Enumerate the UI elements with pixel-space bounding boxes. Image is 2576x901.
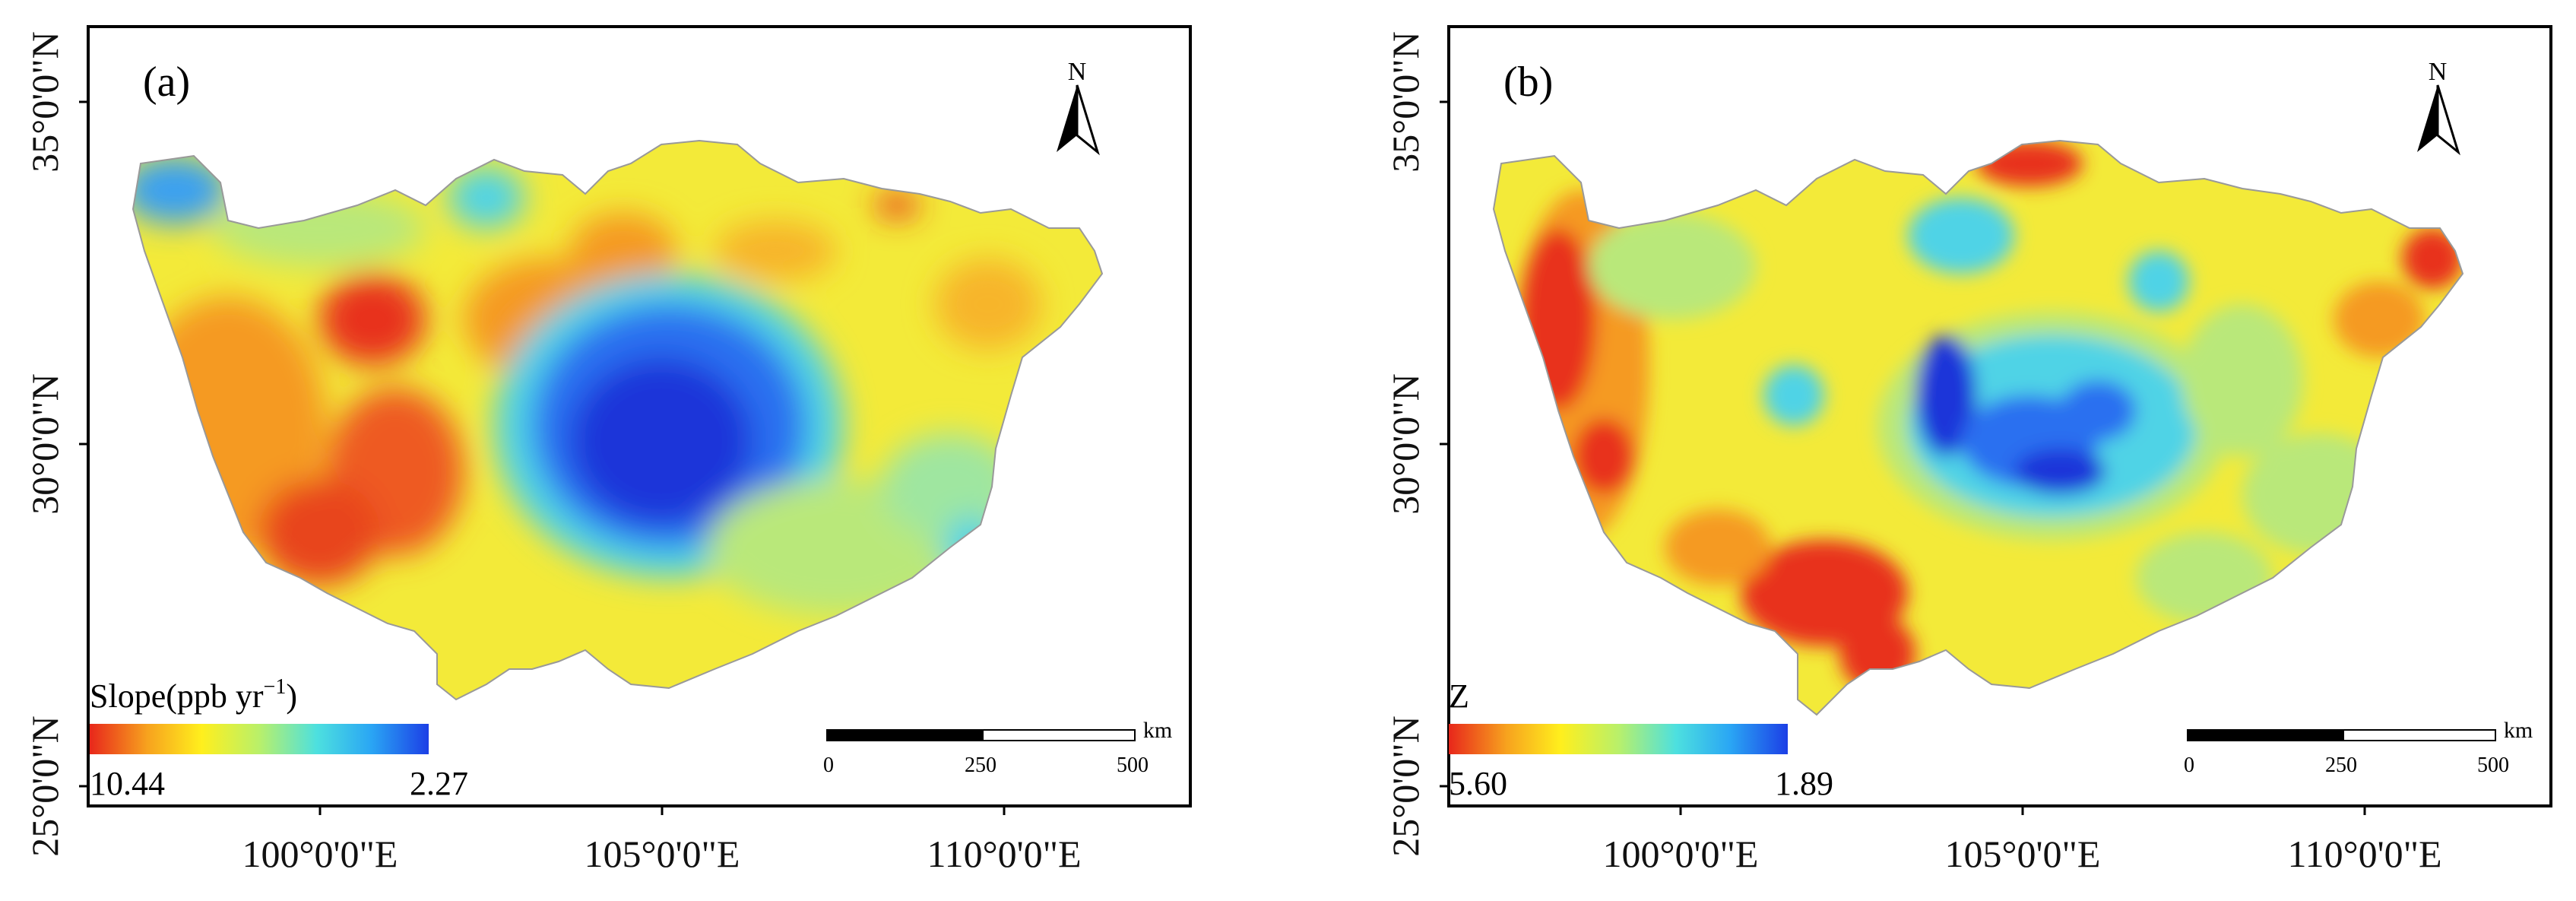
lon-label-110-b: 110°0'0"E bbox=[2287, 833, 2441, 875]
scale-tick-250-b: 250 bbox=[2325, 753, 2357, 777]
scale-tick-0-b: 0 bbox=[2184, 753, 2194, 777]
panel-b: (b) N Z 5.60 1.89 0 250 500 km 35°0'0"N … bbox=[1384, 25, 2552, 875]
scale-bar-a: 0 250 500 km bbox=[823, 718, 1172, 777]
north-arrow-b: N bbox=[2417, 58, 2460, 156]
lat-label-30-b: 30°0'0"N bbox=[1384, 373, 1427, 515]
panel-a: (a) N Slope(ppb yr−1) 10.44 2.27 0 250 5… bbox=[24, 25, 1192, 875]
lat-axis-a: 35°0'0"N 30°0'0"N 25°0'0"N bbox=[24, 31, 88, 857]
legend-title-b: Z bbox=[1449, 677, 1469, 715]
scale-tick-500-b: 500 bbox=[2477, 753, 2509, 777]
legend-max-b: 1.89 bbox=[1775, 765, 1833, 802]
legend-title-a: Slope(ppb yr−1) bbox=[90, 675, 297, 715]
lat-label-30-a: 30°0'0"N bbox=[24, 373, 66, 515]
scale-tick-500-a: 500 bbox=[1117, 753, 1149, 777]
north-arrow-icon bbox=[1057, 85, 1077, 152]
legend-colorbar-b bbox=[1449, 724, 1788, 754]
lon-label-105-b: 105°0'0"E bbox=[1945, 833, 2101, 875]
lat-label-35-b: 35°0'0"N bbox=[1384, 31, 1427, 173]
lat-label-25-a: 25°0'0"N bbox=[24, 715, 66, 857]
lon-label-110-a: 110°0'0"E bbox=[927, 833, 1081, 875]
lat-axis-b: 35°0'0"N 30°0'0"N 25°0'0"N bbox=[1384, 31, 1449, 857]
lon-label-100-b: 100°0'0"E bbox=[1603, 833, 1759, 875]
region-outline-a bbox=[131, 139, 1104, 701]
legend-colorbar-a bbox=[90, 724, 429, 754]
lat-label-25-b: 25°0'0"N bbox=[1384, 715, 1427, 857]
legend-max-a: 2.27 bbox=[410, 765, 468, 802]
scale-tick-0-a: 0 bbox=[823, 753, 834, 777]
scale-tick-250-a: 250 bbox=[965, 753, 996, 777]
scale-unit-b: km bbox=[2504, 718, 2533, 743]
north-label-b: N bbox=[2429, 58, 2448, 86]
raster-b bbox=[1494, 141, 2463, 715]
north-label-a: N bbox=[1068, 58, 1087, 86]
north-arrow-icon bbox=[2417, 85, 2438, 152]
legend-a: Slope(ppb yr−1) 10.44 2.27 bbox=[90, 675, 468, 802]
lon-label-100-a: 100°0'0"E bbox=[242, 833, 398, 875]
scale-bar-b: 0 250 500 km bbox=[2184, 718, 2533, 777]
north-arrow-a: N bbox=[1057, 58, 1100, 156]
region-outline-b bbox=[1492, 139, 2464, 716]
panel-label-b: (b) bbox=[1503, 59, 1553, 106]
legend-min-a: 10.44 bbox=[90, 765, 165, 802]
lon-axis-a: 100°0'0"E 105°0'0"E 110°0'0"E bbox=[242, 806, 1082, 875]
legend-b: Z 5.60 1.89 bbox=[1449, 677, 1833, 802]
panel-label-a: (a) bbox=[143, 59, 190, 106]
lon-label-105-a: 105°0'0"E bbox=[585, 833, 740, 875]
lat-label-35-a: 35°0'0"N bbox=[24, 31, 66, 173]
scale-unit-a: km bbox=[1143, 718, 1172, 743]
legend-min-b: 5.60 bbox=[1449, 765, 1507, 802]
lon-axis-b: 100°0'0"E 105°0'0"E 110°0'0"E bbox=[1603, 806, 2442, 875]
